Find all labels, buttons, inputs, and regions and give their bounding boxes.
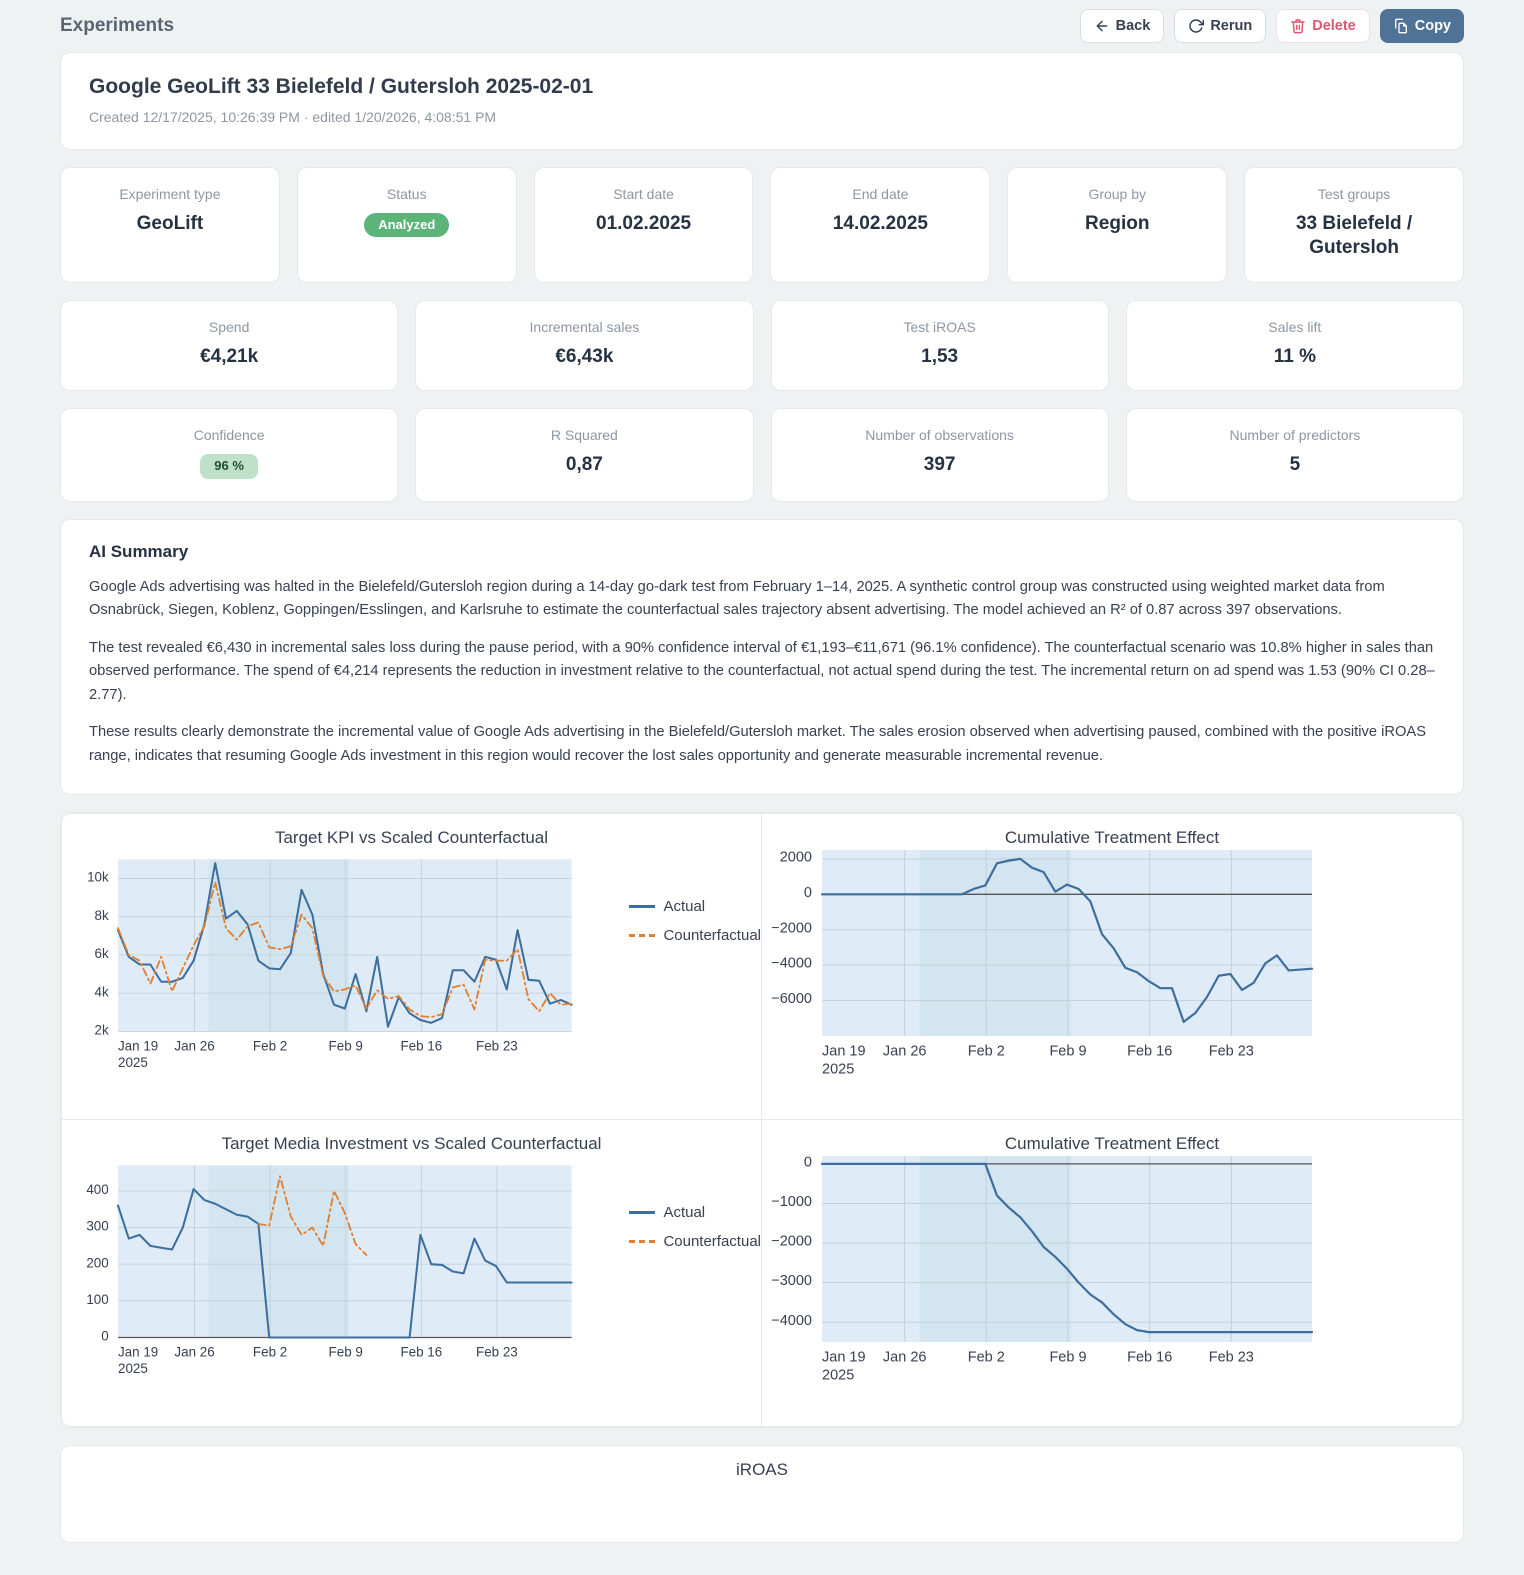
svg-text:Jan 26: Jan 26	[883, 1044, 927, 1060]
svg-text:Feb 2: Feb 2	[968, 1044, 1005, 1060]
svg-text:Feb 9: Feb 9	[329, 1038, 363, 1053]
svg-text:10k: 10k	[87, 870, 109, 885]
svg-text:4k: 4k	[95, 984, 109, 999]
svg-text:2k: 2k	[95, 1023, 109, 1038]
svg-text:−4000: −4000	[771, 956, 812, 972]
svg-text:−3000: −3000	[771, 1273, 812, 1289]
svg-text:Jan 26: Jan 26	[174, 1344, 214, 1359]
svg-text:Feb 9: Feb 9	[329, 1344, 363, 1359]
svg-text:−2000: −2000	[771, 920, 812, 936]
svg-text:2025: 2025	[118, 1055, 148, 1070]
svg-text:Feb 16: Feb 16	[400, 1344, 442, 1359]
svg-text:Feb 23: Feb 23	[476, 1038, 518, 1053]
svg-text:2025: 2025	[822, 1368, 854, 1384]
svg-text:Feb 23: Feb 23	[1209, 1350, 1254, 1366]
svg-text:Jan 26: Jan 26	[883, 1350, 927, 1366]
svg-text:Jan 19: Jan 19	[822, 1044, 866, 1060]
svg-text:300: 300	[86, 1219, 108, 1234]
svg-text:Feb 9: Feb 9	[1049, 1350, 1086, 1366]
svg-text:Jan 19: Jan 19	[118, 1038, 158, 1053]
svg-text:0: 0	[101, 1329, 108, 1344]
svg-text:Feb 16: Feb 16	[400, 1038, 442, 1053]
svg-text:Feb 16: Feb 16	[1127, 1044, 1172, 1060]
svg-text:Feb 23: Feb 23	[476, 1344, 518, 1359]
svg-text:Feb 16: Feb 16	[1127, 1350, 1172, 1366]
svg-text:−4000: −4000	[771, 1313, 812, 1329]
svg-text:Jan 26: Jan 26	[174, 1038, 214, 1053]
svg-text:2025: 2025	[822, 1062, 854, 1078]
svg-text:−6000: −6000	[771, 991, 812, 1007]
svg-text:0: 0	[804, 885, 812, 901]
svg-text:Jan 19: Jan 19	[822, 1350, 866, 1366]
svg-text:Feb 23: Feb 23	[1209, 1044, 1254, 1060]
svg-text:Feb 2: Feb 2	[253, 1344, 287, 1359]
svg-text:400: 400	[86, 1182, 108, 1197]
svg-text:2025: 2025	[118, 1361, 148, 1376]
svg-text:100: 100	[86, 1292, 108, 1307]
svg-text:8k: 8k	[95, 908, 109, 923]
svg-text:Feb 2: Feb 2	[968, 1350, 1005, 1366]
svg-text:2000: 2000	[780, 850, 812, 865]
svg-text:200: 200	[86, 1255, 108, 1270]
svg-text:−1000: −1000	[771, 1194, 812, 1210]
svg-text:Feb 9: Feb 9	[1049, 1044, 1086, 1060]
svg-text:−2000: −2000	[771, 1234, 812, 1250]
svg-text:Feb 2: Feb 2	[253, 1038, 287, 1053]
svg-text:6k: 6k	[95, 946, 109, 961]
svg-text:0: 0	[804, 1156, 812, 1171]
svg-text:Jan 19: Jan 19	[118, 1344, 158, 1359]
